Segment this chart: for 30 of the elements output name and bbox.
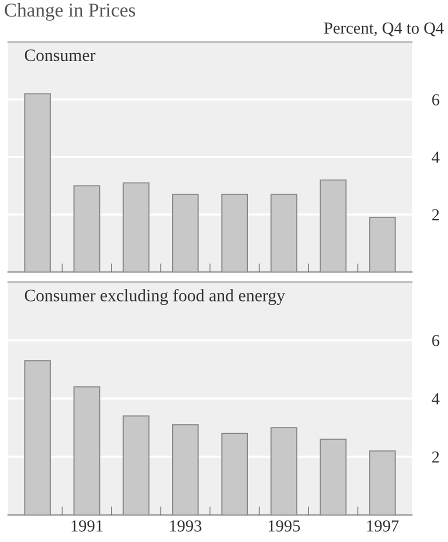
x-tick-label: 1995	[268, 520, 300, 532]
x-tick-label: 1997	[367, 520, 399, 532]
bar	[24, 93, 51, 272]
chart-subtitle: Percent, Q4 to Q4	[324, 22, 444, 36]
y-tick-label: 4	[432, 152, 440, 163]
bar	[270, 194, 298, 272]
annotation: Consumer	[24, 49, 96, 62]
bar	[73, 386, 100, 515]
bar	[122, 415, 150, 515]
y-tick-label: 2	[432, 209, 439, 220]
bar	[24, 360, 51, 515]
bar	[73, 185, 100, 272]
bar	[221, 432, 248, 515]
bar	[172, 424, 199, 515]
bar	[172, 194, 199, 272]
y-tick-label: 2	[432, 451, 439, 463]
y-tick-label: 6	[432, 94, 440, 106]
x-tick-label: 1991	[72, 520, 102, 532]
y-tick-label: 4	[432, 393, 440, 404]
bar	[369, 450, 396, 515]
bar	[320, 179, 347, 272]
bar	[320, 438, 347, 515]
x-tick-label: 1993	[170, 520, 202, 532]
annotation: Consumer excluding food and energy	[24, 288, 286, 305]
bar	[122, 182, 150, 272]
bar	[270, 427, 298, 515]
bar	[221, 194, 248, 272]
chart-title: Change in Prices	[4, 3, 136, 21]
bar	[369, 216, 396, 272]
y-tick-label: 6	[432, 334, 440, 346]
